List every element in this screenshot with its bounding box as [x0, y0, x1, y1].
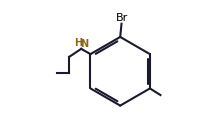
Text: H: H	[74, 37, 82, 48]
Text: Br: Br	[115, 13, 128, 23]
Text: N: N	[81, 39, 89, 49]
